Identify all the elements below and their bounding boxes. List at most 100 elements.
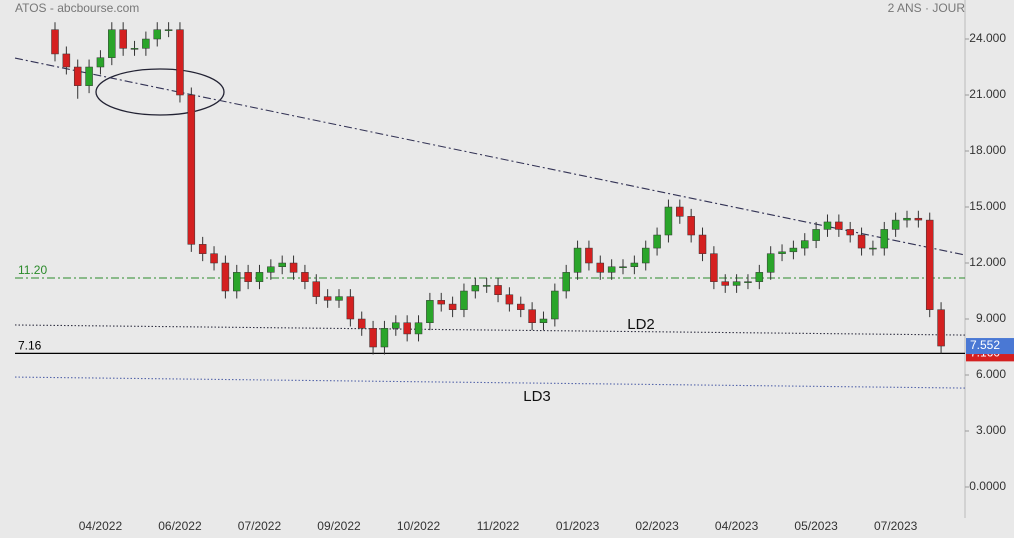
candle-body — [335, 296, 343, 301]
candle-body — [551, 290, 559, 320]
candle-body — [687, 216, 695, 236]
candle-body — [62, 53, 71, 68]
x-tick-label: 07/2022 — [238, 519, 282, 533]
candle-body — [846, 229, 854, 236]
candle-body — [164, 29, 173, 31]
candle-body — [244, 272, 252, 282]
candle-body — [789, 247, 798, 253]
candle-body — [108, 29, 116, 58]
candle-body — [448, 303, 457, 310]
candle-body — [221, 262, 230, 292]
y-tick-label: 3.000 — [976, 423, 1006, 437]
candle-body — [676, 206, 684, 217]
candle-body — [835, 221, 843, 230]
candle-body — [346, 296, 355, 320]
level-label: 7.16 — [18, 339, 42, 353]
x-tick-label: 04/2023 — [715, 519, 759, 533]
candle-body — [289, 262, 298, 273]
price-badge-label: 7.552 — [970, 338, 1000, 352]
candle-body — [278, 262, 286, 267]
candle-body — [73, 66, 82, 86]
candle-body — [607, 266, 616, 273]
candle-body — [857, 234, 866, 249]
chart-title: ATOS - abcbourse.com — [15, 1, 139, 15]
candle-body — [96, 57, 105, 68]
candle-body — [698, 234, 707, 254]
x-tick-label: 01/2023 — [556, 519, 600, 533]
candle-body — [482, 285, 491, 287]
candle-body — [403, 322, 411, 335]
candle-body — [392, 322, 400, 329]
x-tick-label: 11/2022 — [477, 519, 520, 533]
candle-body — [380, 328, 389, 348]
candle-body — [891, 219, 900, 230]
candle-body — [130, 48, 139, 50]
candle-body — [301, 272, 309, 282]
candle-body — [528, 309, 536, 323]
y-tick-label: 18.000 — [969, 143, 1006, 157]
candle-body — [119, 29, 127, 49]
candle-body — [494, 285, 502, 295]
trendline — [14, 376, 966, 389]
candle-body — [437, 300, 445, 305]
candle-body — [641, 247, 650, 264]
candle-body — [778, 251, 786, 254]
y-tick-label: 0.0000 — [969, 479, 1006, 493]
candle-body — [198, 244, 207, 254]
candle-body — [369, 328, 377, 348]
candle-body — [210, 253, 218, 264]
candle-body — [925, 219, 934, 310]
candle-body — [153, 29, 161, 40]
candle-body — [630, 262, 639, 267]
candle-body — [653, 234, 661, 249]
candle-body — [914, 217, 923, 221]
candle-body — [869, 247, 877, 250]
candle-body — [619, 266, 627, 268]
y-tick-label: 21.000 — [969, 87, 1006, 101]
candle-body — [937, 309, 945, 347]
x-tick-label: 06/2022 — [158, 519, 202, 533]
y-tick-label: 12.000 — [969, 255, 1006, 269]
candle-body — [766, 253, 775, 273]
candle-body — [85, 66, 93, 86]
candle-body — [517, 303, 525, 310]
highlight-ellipse — [95, 68, 225, 116]
candle-body — [880, 229, 889, 249]
candle-body — [732, 281, 741, 286]
candle-body — [187, 94, 196, 245]
candle-body — [176, 29, 184, 96]
level-label: 11.20 — [18, 263, 47, 277]
candle-body — [812, 229, 820, 241]
candle-body — [823, 221, 832, 230]
y-tick-label: 24.000 — [969, 31, 1006, 45]
x-tick-label: 10/2022 — [397, 519, 441, 533]
candle-body — [357, 318, 366, 329]
x-tick-label: 04/2022 — [79, 519, 123, 533]
y-tick-label: 6.000 — [976, 367, 1006, 381]
candle-body — [903, 217, 911, 221]
candle-body — [323, 296, 332, 301]
candle-body — [664, 206, 673, 236]
trendline — [14, 324, 966, 336]
candle-body — [255, 272, 264, 282]
x-tick-label: 02/2023 — [635, 519, 679, 533]
x-tick-label: 05/2023 — [794, 519, 838, 533]
candle-body — [562, 272, 570, 292]
x-tick-label: 07/2023 — [874, 519, 918, 533]
x-tick-label: 09/2022 — [317, 519, 361, 533]
candle-body — [471, 285, 480, 292]
candle-body — [744, 281, 752, 283]
y-tick-label: 9.000 — [976, 311, 1006, 325]
candle-body — [142, 38, 150, 49]
candle-body — [801, 240, 809, 249]
candle-body — [414, 322, 423, 335]
y-tick-label: 15.000 — [969, 199, 1006, 213]
candle-body — [710, 253, 718, 282]
candle-body — [585, 247, 593, 264]
candle-body — [267, 266, 275, 273]
trendline-label: LD2 — [627, 316, 655, 333]
price-badge — [966, 338, 1014, 355]
candle-body — [721, 281, 729, 286]
